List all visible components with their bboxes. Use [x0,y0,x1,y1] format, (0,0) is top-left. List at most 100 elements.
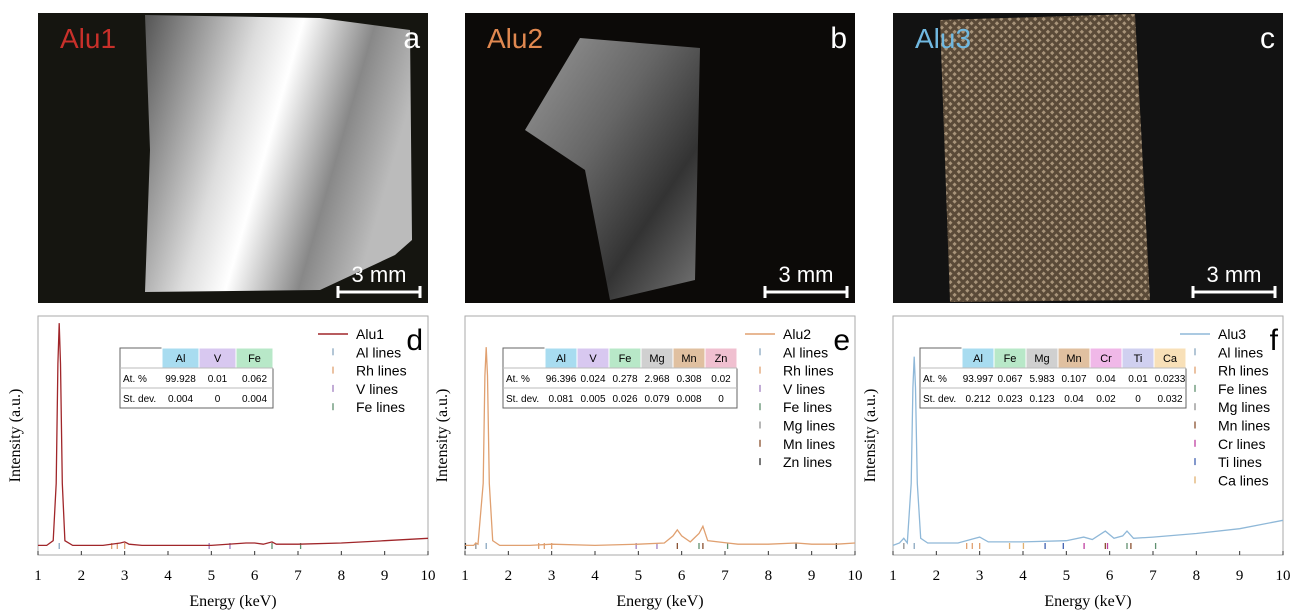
x-tick-label: 6 [1106,568,1114,584]
x-tick-label: 1 [461,568,469,584]
legend-label: Zn lines [783,454,832,470]
panel-letter: e [833,324,850,357]
table-cell: 96.396 [546,374,577,385]
table-row-label: St. dev. [923,394,956,405]
x-tick-label: 6 [678,568,686,584]
table-cell: 0 [1135,394,1141,405]
panel-letter: c [1260,22,1275,55]
table-header: V [589,353,597,365]
x-tick-label: 9 [808,568,816,584]
table-cell: 0.024 [580,374,605,385]
legend-label: Rh lines [1218,363,1269,379]
table-header: Mg [1034,353,1049,365]
x-tick-label: 3 [548,568,556,584]
table-cell: 0.079 [644,394,669,405]
table-header: V [214,353,222,365]
legend-label: Alu3 [1218,326,1246,342]
table-cell: 0.005 [580,394,605,405]
x-tick-label: 1 [34,568,42,584]
x-axis-label: Energy (keV) [1044,593,1131,610]
x-tick-label: 7 [294,568,302,584]
table-cell: 0.004 [168,394,193,405]
legend-label: Alu2 [783,326,811,342]
x-tick-label: 4 [1019,568,1027,584]
x-tick-label: 2 [933,568,941,584]
table-cell: 0.067 [997,374,1022,385]
x-tick-label: 3 [976,568,984,584]
sample-label: Alu1 [60,23,116,54]
x-tick-label: 5 [1063,568,1071,584]
table-cell: 0.02 [711,374,731,385]
table-cell: 99.928 [165,374,196,385]
legend-label: Ti lines [1218,454,1262,470]
table-row-label: St. dev. [506,394,539,405]
legend-label: Mn lines [1218,418,1270,434]
scale-bar-label: 3 mm [779,262,834,287]
y-axis-label: Intensity (a.u.) [434,389,451,483]
x-tick-label: 4 [164,568,172,584]
x-tick-label: 7 [721,568,729,584]
table-cell: 0.081 [548,394,573,405]
table-cell: 0.026 [612,394,637,405]
table-cell: 0.0233 [1155,374,1186,385]
table-cell: 0.02 [1096,394,1116,405]
table-cell: 2.968 [644,374,669,385]
table-cell: 0.01 [1128,374,1148,385]
table-row-label: At. % [123,374,147,385]
table-cell: 0.023 [997,394,1022,405]
table-cell: 0.123 [1029,394,1054,405]
legend-label: Mg lines [1218,399,1270,415]
legend-label: Rh lines [356,363,407,379]
legend-label: Ca lines [1218,472,1269,488]
table-cell: 0.008 [676,394,701,405]
legend-label: Rh lines [783,363,834,379]
legend-label: V lines [356,381,398,397]
table-cell: 0.278 [612,374,637,385]
x-tick-label: 9 [1236,568,1244,584]
panel-letter: f [1270,324,1279,357]
x-tick-label: 7 [1149,568,1157,584]
table-header: Cr [1100,353,1112,365]
table-header: Ca [1163,353,1178,365]
x-axis-label: Energy (keV) [616,593,703,610]
x-tick-label: 3 [121,568,129,584]
legend-label: Alu1 [356,326,384,342]
table-cell: 0.004 [242,394,267,405]
table-header: Al [556,353,566,365]
table-cell: 93.997 [963,374,994,385]
table-row-label: At. % [506,374,530,385]
table-row-label: St. dev. [123,394,156,405]
photo-backgrounds [38,13,1283,303]
table-header: Al [973,353,983,365]
table-header: Al [176,353,186,365]
x-tick-label: 9 [381,568,389,584]
legend-label: Fe lines [783,399,832,415]
scale-bar-label: 3 mm [352,262,407,287]
table-cell: 0 [215,394,221,405]
panel-letter: a [403,22,420,55]
legend-label: Mn lines [783,436,835,452]
legend-label: Fe lines [1218,381,1267,397]
table-cell: 0.032 [1157,394,1182,405]
sample-label: Alu3 [915,23,971,54]
figure: Alu1a3 mmAlu2b3 mmAlu3c3 mm12345678910En… [0,0,1292,613]
table-header: Mn [681,353,696,365]
panel-letter: b [830,22,847,55]
table-header: Mn [1066,353,1081,365]
table-header: Fe [1004,353,1017,365]
table-cell: 5.983 [1029,374,1054,385]
table-header: Fe [248,353,261,365]
scale-bar-label: 3 mm [1207,262,1262,287]
panel-letter: d [406,324,423,357]
table-cell: 0.04 [1064,394,1084,405]
table-header: Fe [619,353,632,365]
y-axis-label: Intensity (a.u.) [7,389,24,483]
table-cell: 0.212 [965,394,990,405]
legend-label: Fe lines [356,399,405,415]
x-tick-label: 10 [1276,568,1291,584]
x-tick-label: 2 [505,568,513,584]
table-header: Mg [649,353,664,365]
table-row-label: At. % [923,374,947,385]
x-tick-label: 8 [1193,568,1201,584]
sample-label: Alu2 [487,23,543,54]
